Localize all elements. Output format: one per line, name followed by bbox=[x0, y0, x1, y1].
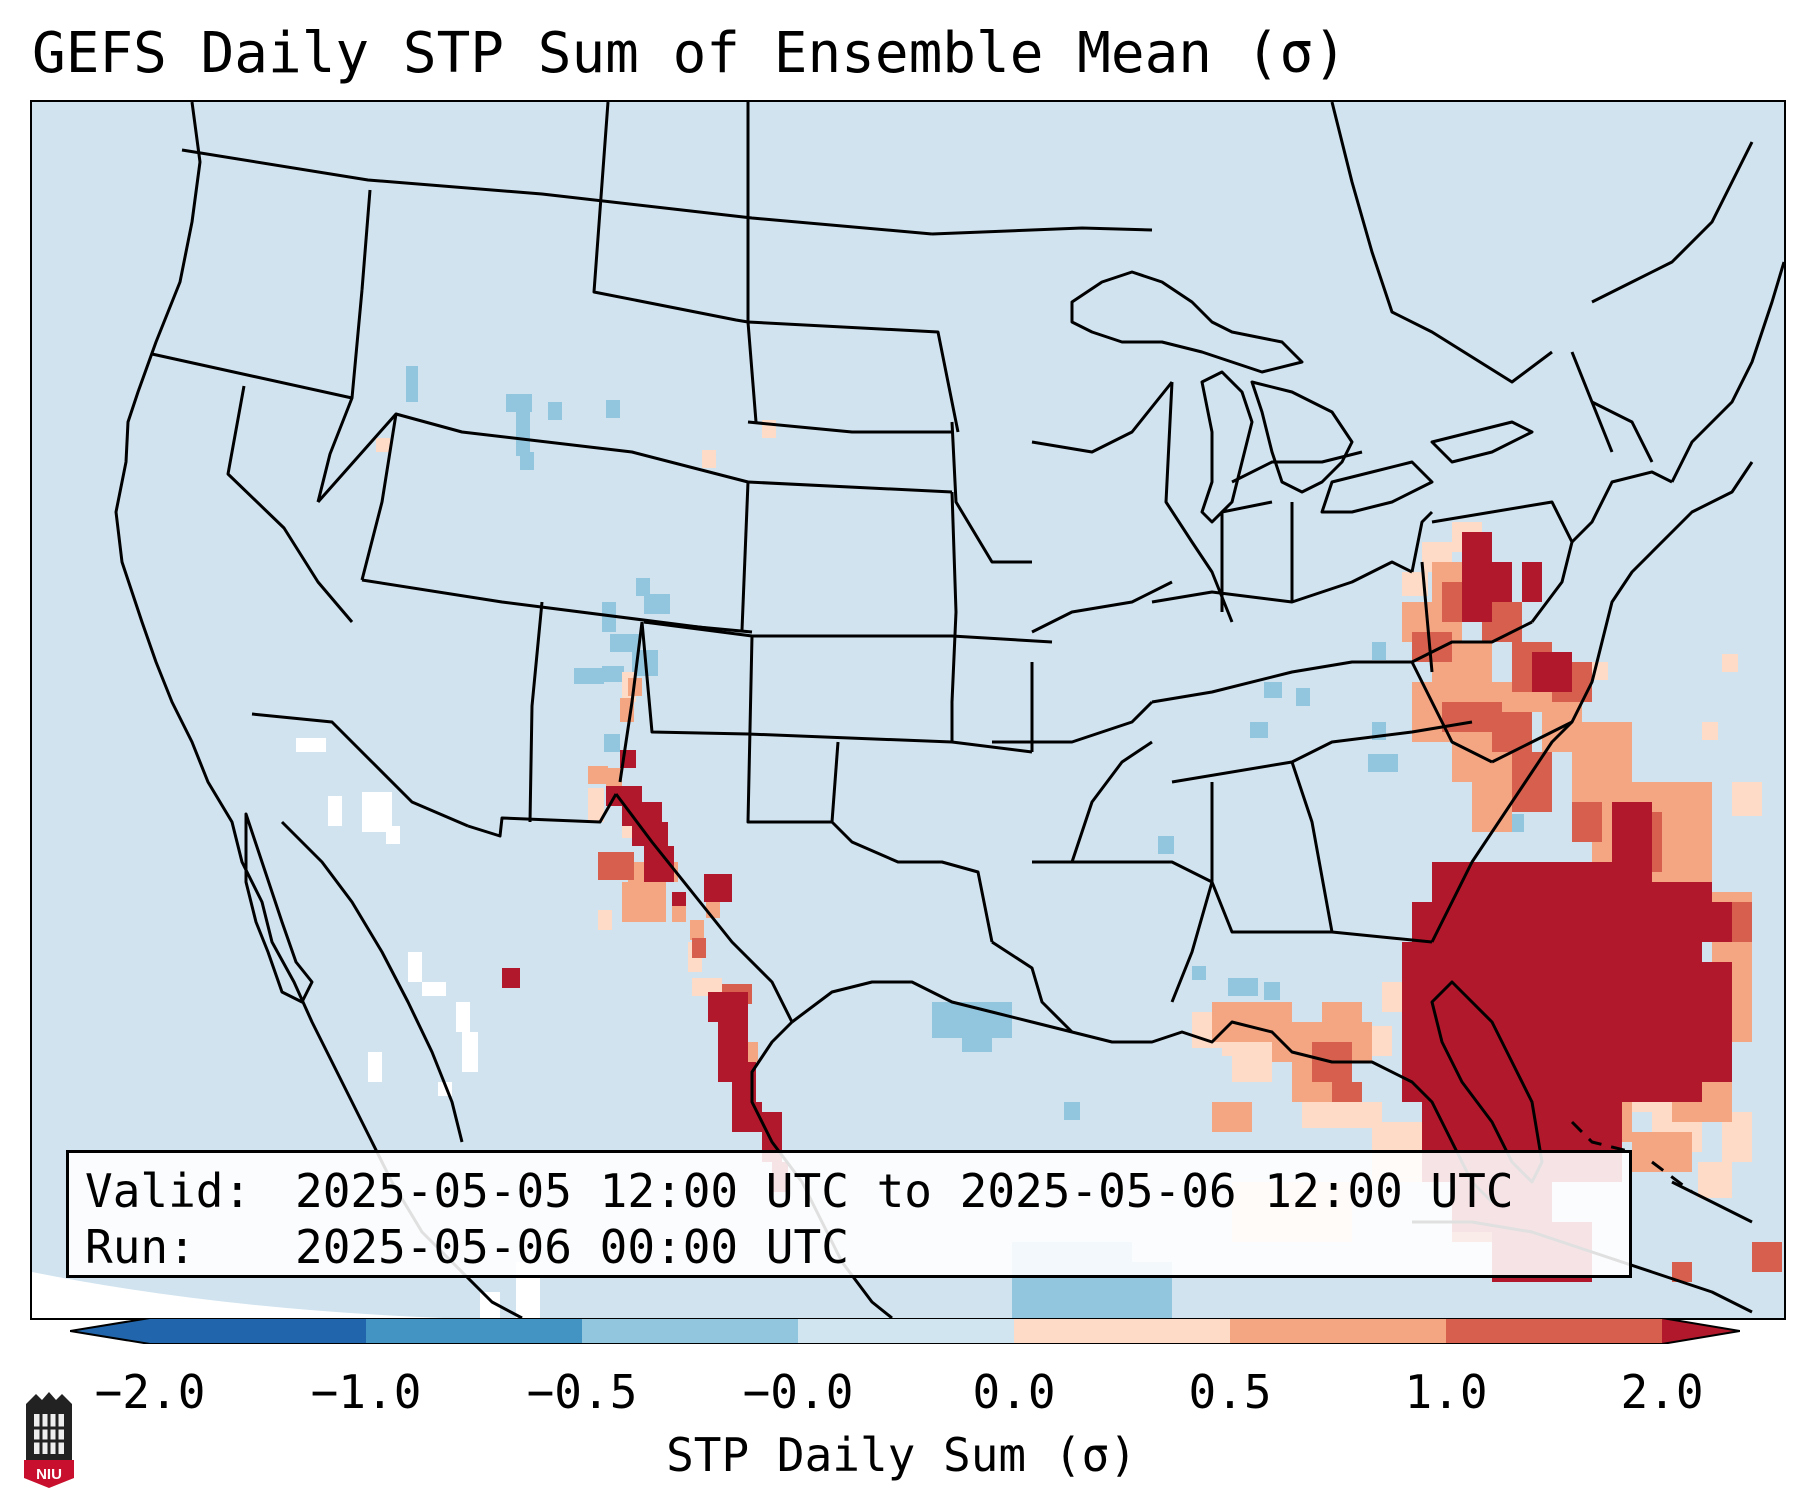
colorbar-bin-6 bbox=[1230, 1318, 1446, 1344]
colorbar-tick-label: 1.0 bbox=[1404, 1365, 1488, 1419]
niu-logo-icon: NIU bbox=[24, 1392, 74, 1488]
colorbar-tick-label: 0.0 bbox=[972, 1365, 1056, 1419]
map-canvas bbox=[32, 102, 1784, 1318]
colorbar-bin-4 bbox=[798, 1318, 1014, 1344]
colorbar-bin-1 bbox=[150, 1318, 366, 1344]
colorbar-bin-7 bbox=[1446, 1318, 1662, 1344]
run-value: 2025-05-06 00:00 UTC bbox=[295, 1220, 849, 1274]
colorbar-extend-low bbox=[70, 1318, 150, 1344]
valid-label: Valid: bbox=[85, 1164, 252, 1218]
colorbar-tick-label: −1.0 bbox=[310, 1365, 422, 1419]
valid-row: Valid: 2025-05-05 12:00 UTC to 2025-05-0… bbox=[85, 1163, 1613, 1219]
colorbar-bin-5 bbox=[1014, 1318, 1230, 1344]
colorbar-tick-label: 0.5 bbox=[1188, 1365, 1272, 1419]
validity-info-box: Valid: 2025-05-05 12:00 UTC to 2025-05-0… bbox=[66, 1150, 1632, 1278]
projection-edge bbox=[32, 1272, 732, 1318]
colorbar-bin-2 bbox=[366, 1318, 582, 1344]
boundary-lines bbox=[114, 102, 1784, 1318]
map-panel bbox=[30, 100, 1786, 1320]
map-title: GEFS Daily STP Sum of Ensemble Mean (σ) bbox=[32, 21, 1347, 86]
colorbar-title: STP Daily Sum (σ) bbox=[666, 1428, 1137, 1482]
valid-value: 2025-05-05 12:00 UTC to 2025-05-06 12:00… bbox=[295, 1164, 1514, 1218]
logo-text: NIU bbox=[36, 1466, 62, 1483]
colorbar-tick-label: −0.0 bbox=[742, 1365, 854, 1419]
colorbar-tick-label: −2.0 bbox=[94, 1365, 206, 1419]
colorbar-tick-label: −0.5 bbox=[526, 1365, 638, 1419]
colorbar-tick-label: 2.0 bbox=[1620, 1365, 1704, 1419]
colorbar-bin-3 bbox=[582, 1318, 798, 1344]
colorbar-extend-high bbox=[1662, 1318, 1740, 1344]
colorbar bbox=[70, 1318, 1740, 1344]
run-row: Run: 2025-05-06 00:00 UTC bbox=[85, 1219, 1613, 1275]
run-label: Run: bbox=[85, 1220, 196, 1274]
